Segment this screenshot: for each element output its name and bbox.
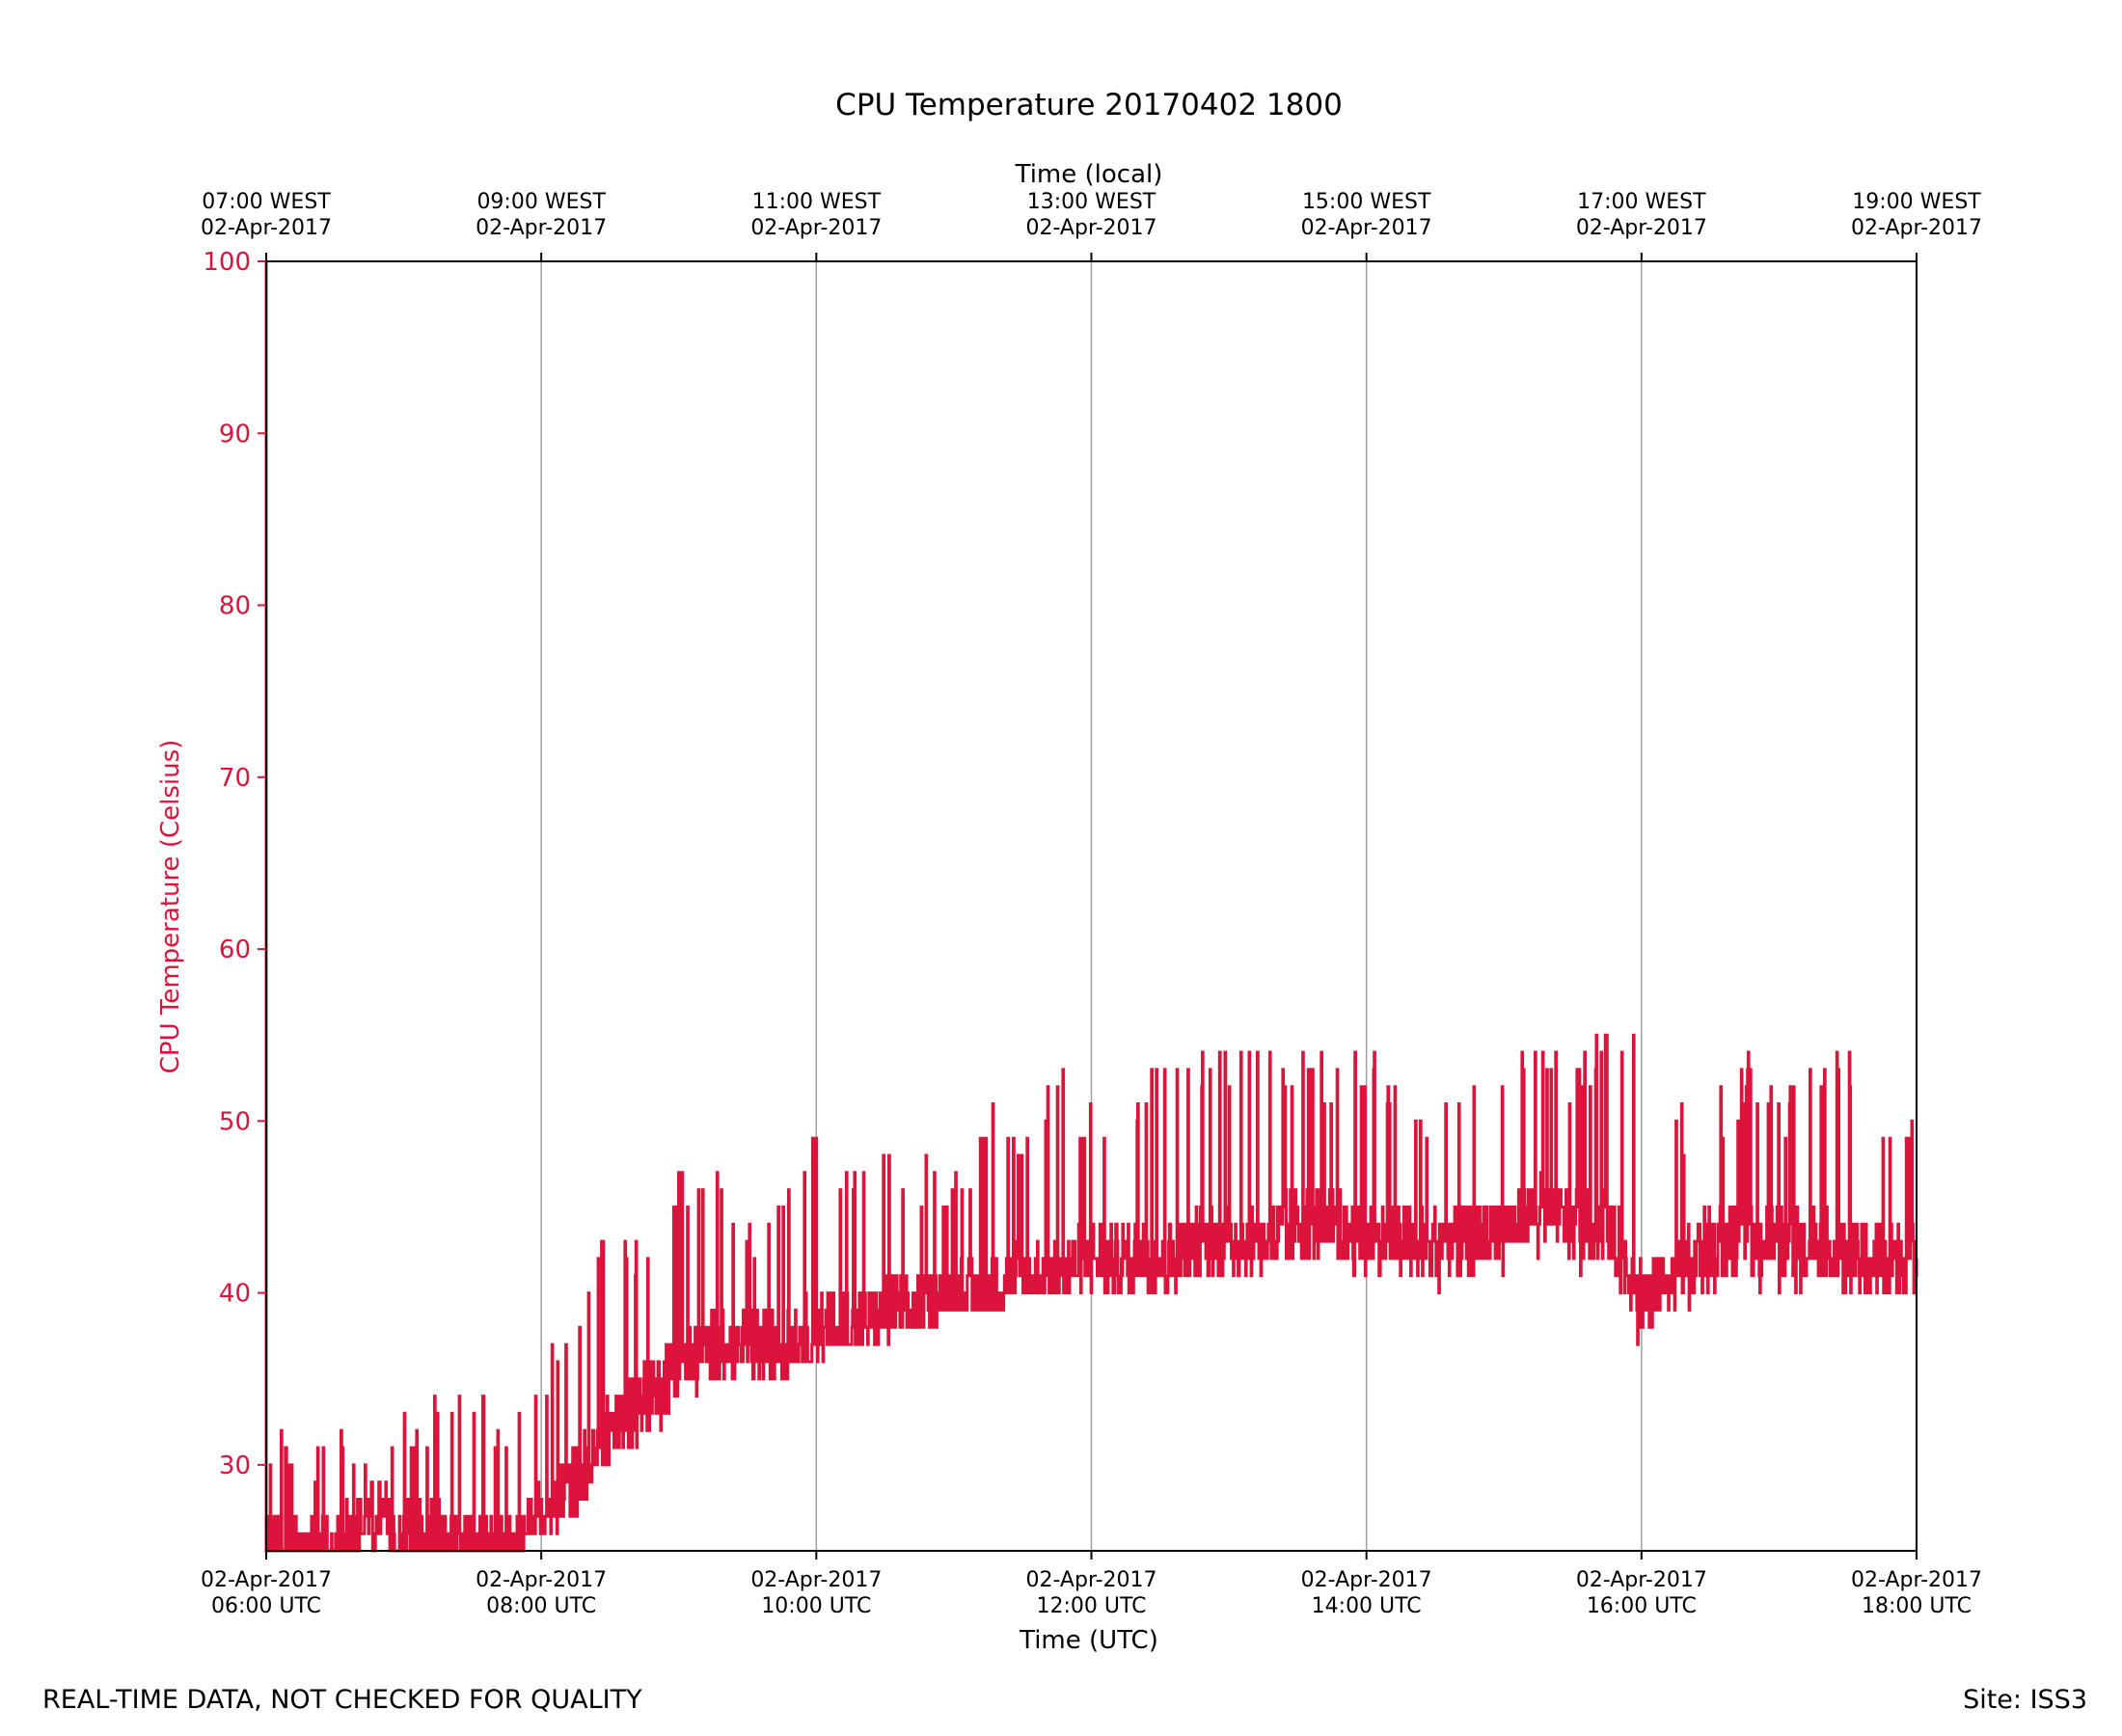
x-tick-label-time: 18:00 UTC	[1862, 1594, 1972, 1618]
x-tick-label-time: 16:00 UTC	[1587, 1594, 1697, 1618]
x-tick-label-time: 14:00 UTC	[1312, 1594, 1422, 1618]
x-tick-label-date: 02-Apr-2017	[1576, 1568, 1707, 1592]
x-tick-label-time: 08:00 UTC	[486, 1594, 596, 1618]
x2-axis-label: Time (local)	[1015, 160, 1163, 189]
x-tick-label-date: 02-Apr-2017	[476, 1568, 607, 1592]
x2-tick-label-date: 02-Apr-2017	[1851, 216, 1982, 240]
x2-tick-label-time: 11:00 WEST	[752, 190, 882, 214]
x-tick-label-date: 02-Apr-2017	[201, 1568, 332, 1592]
x2-tick-label-date: 02-Apr-2017	[1301, 216, 1432, 240]
x2-tick-label-date: 02-Apr-2017	[750, 216, 882, 240]
x2-tick-label-time: 07:00 WEST	[202, 190, 331, 214]
y-tick-label: 30	[219, 1451, 251, 1480]
x2-tick-label-date: 02-Apr-2017	[1576, 216, 1707, 240]
y-tick-label: 60	[219, 936, 251, 964]
y-tick-label: 100	[203, 248, 251, 277]
x2-tick-label-date: 02-Apr-2017	[476, 216, 607, 240]
y-tick-label: 70	[219, 764, 251, 793]
y-axis: 30 40 50 60 70 80 90 100	[203, 248, 266, 1480]
x2-tick-label-date: 02-Apr-2017	[1025, 216, 1156, 240]
x2-tick-label-time: 09:00 WEST	[476, 190, 606, 214]
x-tick-label-time: 06:00 UTC	[211, 1594, 321, 1618]
footer-quality-note: REAL-TIME DATA, NOT CHECKED FOR QUALITY	[42, 1685, 642, 1715]
x-tick-label-time: 10:00 UTC	[761, 1594, 871, 1618]
x-tick-label-time: 12:00 UTC	[1036, 1594, 1146, 1618]
x2-tick-label-time: 15:00 WEST	[1302, 190, 1431, 214]
x-tick-label-date: 02-Apr-2017	[1025, 1568, 1156, 1592]
x2-tick-label-time: 13:00 WEST	[1027, 190, 1156, 214]
x-axis-label: Time (UTC)	[1019, 1626, 1158, 1655]
x-tick-label-date: 02-Apr-2017	[1301, 1568, 1432, 1592]
y-tick-label: 80	[219, 592, 251, 621]
x2-tick-label-time: 19:00 WEST	[1852, 190, 1981, 214]
y-tick-label: 90	[219, 420, 251, 448]
y-tick-label: 50	[219, 1107, 251, 1136]
chart-title: CPU Temperature 20170402 1800	[835, 88, 1343, 122]
series-line-cpu-temperature	[264, 261, 1918, 1553]
y-axis-label: CPU Temperature (Celsius)	[156, 740, 185, 1074]
x2-tick-label-date: 02-Apr-2017	[201, 216, 332, 240]
y-tick-label: 40	[219, 1280, 251, 1309]
series-layer	[264, 261, 1918, 1553]
x-tick-label-date: 02-Apr-2017	[1851, 1568, 1982, 1592]
x2-tick-label-time: 17:00 WEST	[1577, 190, 1706, 214]
footer-site: Site: ISS3	[1963, 1685, 2087, 1715]
x-tick-label-date: 02-Apr-2017	[750, 1568, 882, 1592]
